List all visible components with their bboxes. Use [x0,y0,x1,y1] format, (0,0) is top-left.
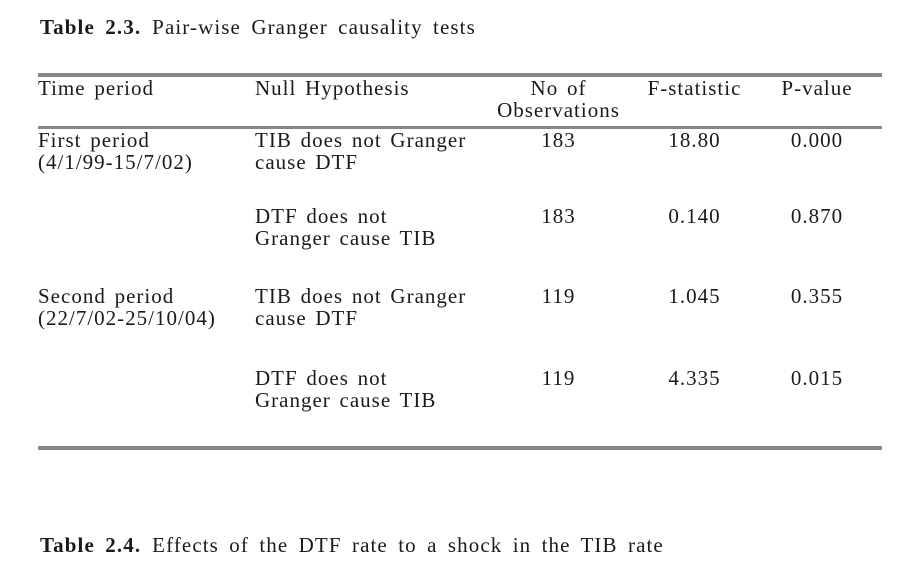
cell-f-statistic: 1.045 [668,285,721,308]
cell-null-hypothesis: TIB does not Granger cause DTF [255,285,467,330]
cell-observations: 119 [541,367,576,390]
header-f-statistic: F-statistic [637,75,752,129]
table-row: DTF does not Granger cause TIB 183 0.140… [38,205,882,285]
table-2-4-caption-label: Table 2.4. [40,533,142,557]
cell-time-period: First period (4/1/99-15/7/02) [38,127,193,174]
table-2-4-caption: Table 2.4. Effects of the DTF rate to a s… [40,534,664,556]
table-row: First period (4/1/99-15/7/02) TIB does n… [38,127,882,205]
table-row: Second period (22/7/02-25/10/04) TIB doe… [38,285,882,367]
cell-p-value: 0.870 [790,205,844,228]
cell-null-hypothesis: DTF does not Granger cause TIB [255,205,437,250]
cell-p-value: 0.015 [790,367,844,390]
cell-p-value: 0.355 [790,285,844,308]
cell-time-period: Second period (22/7/02-25/10/04) [38,285,216,330]
table-header-row: Time period Null Hypothesis No of Observ… [38,75,882,129]
table-2-3-caption-title: Pair-wise Granger causality tests [152,15,476,39]
table-2-3-caption-label: Table 2.3. [40,15,142,39]
header-null-hypothesis: Null Hypothesis [255,75,480,129]
cell-observations: 119 [541,285,576,308]
cell-null-hypothesis: DTF does not Granger cause TIB [255,367,437,412]
header-time-period: Time period [38,75,255,129]
table-row: DTF does not Granger cause TIB 119 4.335… [38,367,882,448]
header-p-value: P-value [752,75,882,129]
cell-observations: 183 [541,205,576,228]
table-2-4-caption-title: Effects of the DTF rate to a shock in th… [152,533,664,557]
table-2-3-caption: Table 2.3. Pair-wise Granger causality te… [40,16,476,38]
cell-time-period [38,205,255,285]
cell-time-period [38,367,255,448]
cell-f-statistic: 4.335 [668,367,721,390]
cell-null-hypothesis: TIB does not Granger cause DTF [255,127,467,174]
header-no-of-observations: No of Observations [480,75,637,129]
cell-f-statistic: 0.140 [668,205,721,228]
granger-causality-table: Time period Null Hypothesis No of Observ… [38,73,882,450]
cell-p-value: 0.000 [790,127,844,152]
cell-observations: 183 [541,127,576,152]
cell-f-statistic: 18.80 [668,127,721,152]
